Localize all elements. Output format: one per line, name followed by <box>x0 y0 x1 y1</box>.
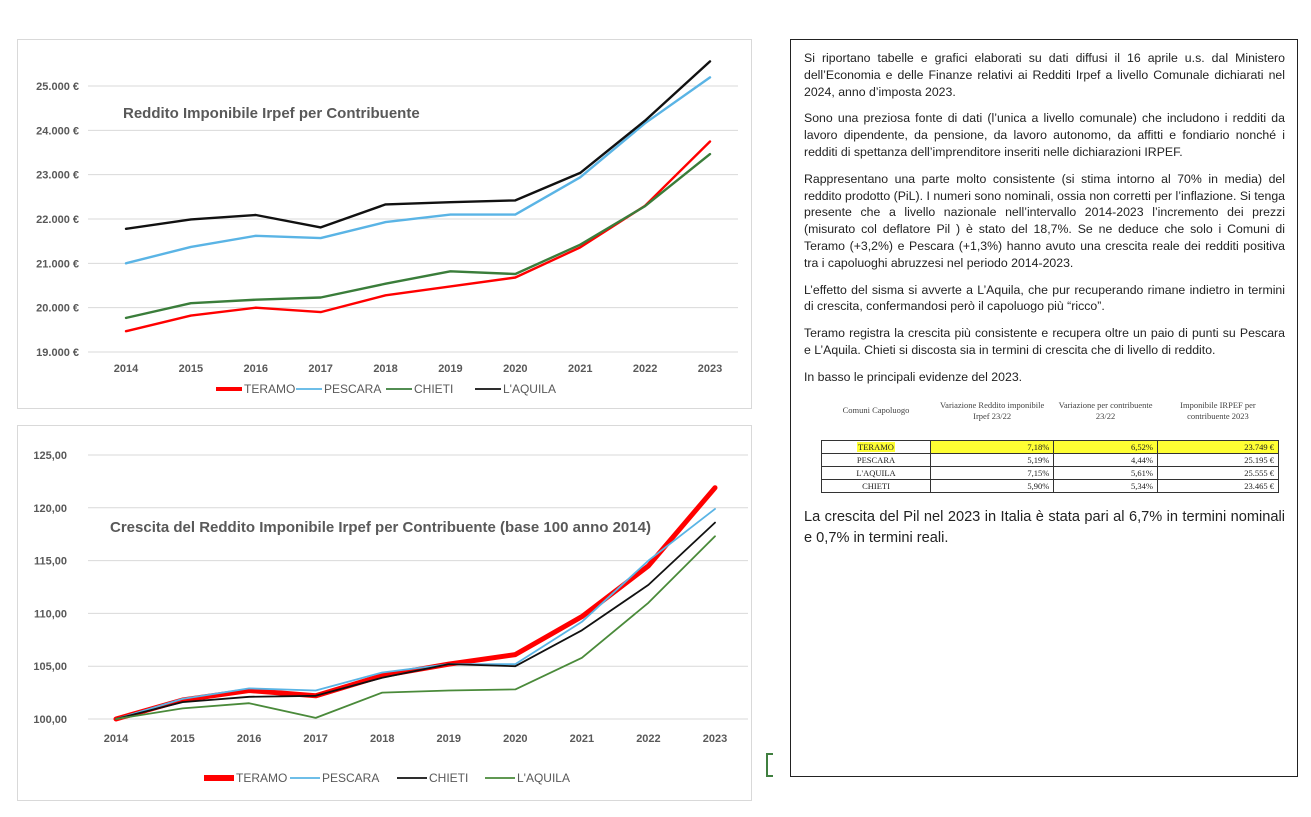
cell-imponibile: 25.555 € <box>1156 465 1280 480</box>
chart1-x-tick-label: 2014 <box>114 363 139 375</box>
chart2-series-line-laquila <box>115 535 716 720</box>
chart1-y-tick-label: 21.000 € <box>36 258 79 270</box>
chart2-x-tick-label: 2019 <box>437 733 461 745</box>
cell-var-contribuente: 5,61% <box>1053 465 1158 480</box>
chart2-y-tick-label: 100,00 <box>33 714 67 726</box>
chart1-x-tick-label: 2019 <box>438 363 462 375</box>
paragraph-teramo: Teramo registra la crescita più consiste… <box>804 326 1285 357</box>
chart2-x-tick-label: 2018 <box>370 733 394 745</box>
paragraph-intro: Si riportano tabelle e grafici elaborati… <box>804 51 1285 99</box>
chart2-y-tick-label: 120,00 <box>33 503 67 515</box>
table-header-row: Comuni Capoluogo Variazione Reddito impo… <box>822 400 1279 441</box>
growth-chart: 100,00 105,00 110,00 115,00 120,00 125,00 2014… <box>17 425 752 801</box>
paragraph-evidence: In basso le principali evidenze del 2023… <box>804 369 1023 384</box>
chart1-x-tick-label: 2017 <box>308 363 332 375</box>
chart1-y-tick-label: 19.000 € <box>36 347 79 359</box>
chart2-y-tick-label: 110,00 <box>34 608 67 620</box>
chart2-legend-label-pescara: PESCARA <box>322 771 379 785</box>
cell-var-contribuente: 5,34% <box>1053 478 1158 493</box>
cell-city: TERAMO <box>821 439 931 454</box>
chart2-series-line-pescara <box>115 508 716 720</box>
cell-var-contribuente: 4,44% <box>1053 452 1158 467</box>
chart1-legend-label-laquila: L'AQUILA <box>503 382 556 396</box>
paragraph-aquila: L’effetto del sisma si avverte a L’Aquil… <box>804 282 1285 314</box>
chart2-legend-label-chieti: CHIETI <box>429 771 468 785</box>
chart2-y-tick-label: 105,00 <box>33 661 67 673</box>
cell-var-reddito: 7,15% <box>929 465 1055 480</box>
chart1-x-tick-label: 2015 <box>179 363 203 375</box>
chart2-series-line-chieti <box>115 521 716 720</box>
cell-imponibile: 23.465 € <box>1156 478 1280 493</box>
cell-var-reddito: 5,19% <box>929 452 1055 467</box>
cell-city: L'AQUILA <box>821 465 931 480</box>
table-row: L'AQUILA 7,15% 5,61% 25.555 € <box>821 465 1280 480</box>
chart1-y-tick-label: 22.000 € <box>36 214 79 226</box>
chart2-x-tick-label: 2022 <box>636 733 660 745</box>
chart2-y-tick-label: 125,00 <box>33 450 67 462</box>
table-row: TERAMO 7,18% 6,52% 23.749 € <box>821 439 1280 454</box>
chart1-x-tick-label: 2020 <box>503 363 527 375</box>
paragraph-inflation: Rappresentano una parte molto consistent… <box>804 171 1285 270</box>
commentary-panel: Si riportano tabelle e grafici elaborati… <box>790 39 1298 777</box>
chart1-legend-label-pescara: PESCARA <box>324 382 381 396</box>
cell-city: CHIETI <box>821 478 931 493</box>
cell-var-contribuente: 6,52% <box>1053 439 1158 454</box>
header-variazione-reddito: Variazione Reddito imponibile Irpef 23/2… <box>939 399 1045 421</box>
chart1-legend-label-teramo: TERAMO <box>244 382 295 396</box>
income-chart-svg: 19.000 € 20.000 € 21.000 € 22.000 € 23.000 €… <box>36 60 738 396</box>
chart1-x-tick-label: 2022 <box>633 363 657 375</box>
chart1-x-tick-label: 2023 <box>698 363 722 375</box>
chart1-series-line-pescara <box>124 76 712 265</box>
cell-city: PESCARA <box>821 452 931 467</box>
chart1-legend-label-chieti: CHIETI <box>414 382 453 396</box>
cell-var-reddito: 5,90% <box>929 478 1055 493</box>
chart1-y-tick-label: 20.000 € <box>36 303 79 315</box>
chart2-title: Crescita del Reddito Imponibile Irpef pe… <box>110 519 651 536</box>
chart2-x-tick-label: 2017 <box>303 733 327 745</box>
chart2-x-tick-label: 2014 <box>104 733 129 745</box>
chart1-x-tick-label: 2021 <box>568 363 592 375</box>
header-imponibile: Imponibile IRPEF per contribuente 2023 <box>1180 399 1256 421</box>
header-comuni: Comuni Capoluogo <box>842 405 910 416</box>
chart2-x-tick-label: 2023 <box>703 733 727 745</box>
cell-city-text: TERAMO <box>857 441 895 452</box>
table-row: CHIETI 5,90% 5,34% 23.465 € <box>821 478 1280 493</box>
stray-bracket-mark <box>766 753 773 777</box>
chart2-x-tick-label: 2020 <box>503 733 527 745</box>
header-variazione-contribuente: Variazione per contribuente 23/22 <box>1058 399 1153 421</box>
chart1-y-tick-label: 23.000 € <box>36 170 79 182</box>
chart2-x-tick-label: 2021 <box>570 733 594 745</box>
chart1-y-tick-label: 25.000 € <box>36 81 79 93</box>
cell-imponibile: 25.195 € <box>1156 452 1280 467</box>
chart2-y-tick-label: 115,00 <box>34 556 67 568</box>
growth-chart-svg: 100,00 105,00 110,00 115,00 120,00 125,00 2014… <box>33 450 748 785</box>
cell-imponibile: 23.749 € <box>1156 439 1280 454</box>
chart2-x-tick-label: 2016 <box>237 733 261 745</box>
chart2-x-tick-label: 2015 <box>170 733 194 745</box>
chart1-title: Reddito Imponibile Irpef per Contribuent… <box>123 105 420 122</box>
chart1-x-tick-label: 2016 <box>244 363 268 375</box>
summary-table: Comuni Capoluogo Variazione Reddito impo… <box>821 400 1280 493</box>
cell-var-reddito: 7,18% <box>929 439 1055 454</box>
chart1-y-tick-label: 24.000 € <box>36 125 79 137</box>
paragraph-pil: La crescita del Pil nel 2023 in Italia è… <box>804 508 1285 546</box>
chart1-series-line-laquila <box>124 60 712 231</box>
chart2-legend-label-laquila: L'AQUILA <box>517 771 570 785</box>
chart1-series-line-chieti <box>124 152 712 320</box>
chart2-legend-label-teramo: TERAMO <box>236 771 287 785</box>
paragraph-sources: Sono una preziosa fonte di dati (l’unica… <box>804 111 1285 159</box>
income-chart: 19.000 € 20.000 € 21.000 € 22.000 € 23.000 €… <box>17 39 752 409</box>
chart1-x-tick-label: 2018 <box>373 363 397 375</box>
table-row: PESCARA 5,19% 4,44% 25.195 € <box>821 452 1280 467</box>
